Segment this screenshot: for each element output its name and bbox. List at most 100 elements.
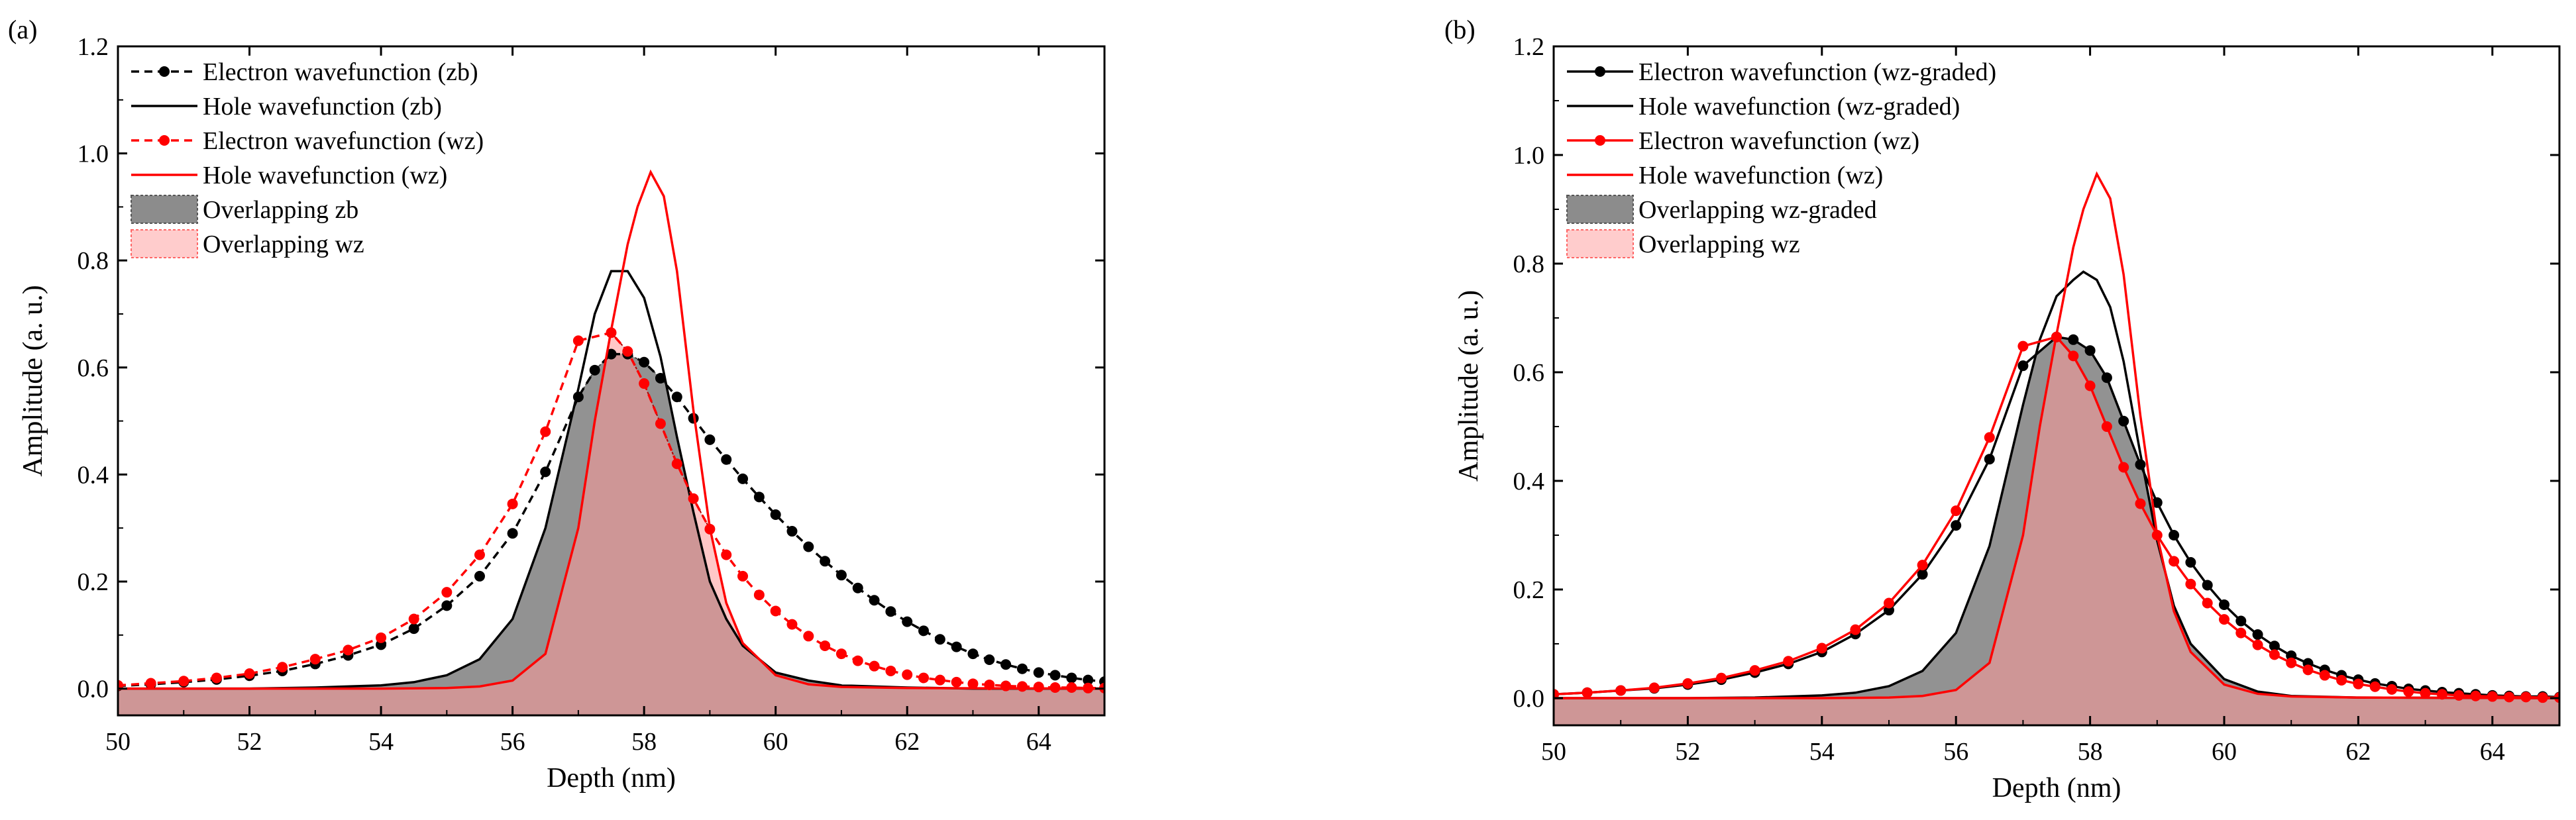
y-axis-title: Amplitude (a. u.) — [18, 285, 48, 476]
y-tick-label: 0.8 — [78, 247, 109, 275]
data-point — [655, 418, 666, 429]
y-tick-label: 0.8 — [1513, 250, 1545, 278]
data-point — [2387, 684, 2397, 695]
data-point — [2487, 691, 2498, 702]
data-point — [918, 672, 930, 684]
data-point — [2118, 462, 2129, 473]
legend-label: Electron wavefunction (wz) — [1638, 127, 1919, 155]
data-point — [902, 616, 913, 627]
legend-marker — [1595, 135, 1605, 146]
data-point — [507, 528, 518, 539]
data-point — [2302, 664, 2314, 676]
data-point — [211, 672, 222, 684]
x-tick-label: 60 — [763, 728, 788, 756]
y-tick-label: 0.4 — [78, 461, 109, 489]
data-point — [2185, 557, 2196, 568]
data-point — [2202, 580, 2213, 591]
legend-marker — [159, 135, 170, 146]
data-point — [786, 526, 798, 537]
data-point — [2068, 350, 2079, 362]
data-point — [2202, 597, 2213, 609]
legend-label: Overlapping wz — [203, 231, 364, 258]
x-tick-label: 54 — [368, 728, 394, 756]
legend-swatch — [131, 195, 198, 224]
y-tick-label: 0.6 — [1513, 359, 1545, 387]
data-point — [737, 570, 749, 582]
data-point — [753, 491, 765, 503]
data-point — [770, 605, 781, 617]
legend-entry: Overlapping wz — [131, 229, 364, 258]
data-point — [540, 466, 551, 478]
panel-label: (b) — [1444, 15, 1476, 44]
x-tick-label: 50 — [105, 728, 131, 756]
data-point — [376, 632, 387, 643]
data-point — [1951, 505, 1962, 517]
data-point — [1016, 681, 1028, 692]
data-point — [2084, 345, 2096, 356]
data-point — [1716, 672, 1727, 684]
data-point — [885, 606, 896, 617]
legend-label: Hole wavefunction (wz-graded) — [1638, 93, 1960, 121]
data-point — [934, 674, 945, 686]
data-point — [820, 556, 831, 567]
data-point — [671, 391, 682, 403]
x-tick-label: 56 — [500, 728, 525, 756]
y-tick-label: 0.4 — [1513, 468, 1545, 495]
legend-label: Electron wavefunction (zb) — [203, 58, 478, 86]
plot-area — [1554, 171, 2559, 725]
legend-entry: Hole wavefunction (wz-graded) — [1567, 93, 1960, 121]
data-point — [2101, 421, 2112, 432]
x-tick-label: 58 — [2078, 738, 2103, 766]
series-line — [118, 169, 1104, 690]
data-point — [869, 660, 880, 672]
data-point — [1917, 560, 1928, 571]
data-point — [2185, 578, 2196, 589]
data-point — [145, 678, 156, 689]
y-tick-label: 0.2 — [1513, 576, 1545, 604]
data-point — [408, 613, 419, 625]
data-point — [1682, 678, 1693, 689]
axes-frame — [1552, 45, 2561, 727]
data-point — [1033, 682, 1044, 693]
y-tick-label: 0.6 — [78, 354, 109, 382]
data-point — [2369, 681, 2381, 692]
legend-label: Hole wavefunction (zb) — [203, 93, 442, 121]
data-point — [1016, 663, 1028, 674]
legend-label: Electron wavefunction (wz) — [203, 127, 484, 155]
data-point — [2269, 641, 2280, 652]
x-axis-title: Depth (nm) — [547, 763, 676, 794]
y-axis-title: Amplitude (a. u.) — [1454, 290, 1484, 482]
data-point — [737, 473, 749, 484]
data-point — [408, 623, 419, 635]
data-point — [2286, 657, 2297, 668]
data-point — [753, 589, 765, 601]
legend-swatch — [131, 229, 198, 258]
data-point — [934, 634, 945, 645]
data-point — [622, 346, 633, 357]
data-point — [2269, 649, 2280, 660]
data-point — [2319, 670, 2330, 681]
x-tick-label: 60 — [2212, 738, 2237, 766]
data-point — [2118, 415, 2129, 427]
data-point — [1615, 685, 1627, 696]
data-point — [309, 654, 321, 665]
data-point — [1033, 667, 1044, 678]
data-point — [507, 498, 518, 509]
data-point — [671, 458, 682, 470]
data-point — [2068, 334, 2079, 345]
data-point — [2169, 530, 2180, 540]
data-point — [835, 648, 847, 660]
data-point — [606, 348, 617, 360]
data-point — [1749, 665, 1760, 676]
x-tick-label: 62 — [894, 728, 920, 756]
data-point — [1850, 624, 1861, 635]
panel-a: 50 52 54 56 58 60 62 64 0.0 0.2 0.4 0.6 0.8 1.0 1.2 Dep… — [8, 15, 1106, 794]
data-point — [277, 662, 288, 673]
data-point — [2252, 629, 2263, 641]
data-point — [869, 595, 880, 606]
data-point — [2235, 627, 2247, 639]
y-tick-label: 1.0 — [78, 140, 109, 168]
data-point — [2017, 340, 2029, 352]
data-point — [2336, 674, 2347, 686]
y-tick-label: 0.0 — [1513, 685, 1545, 713]
